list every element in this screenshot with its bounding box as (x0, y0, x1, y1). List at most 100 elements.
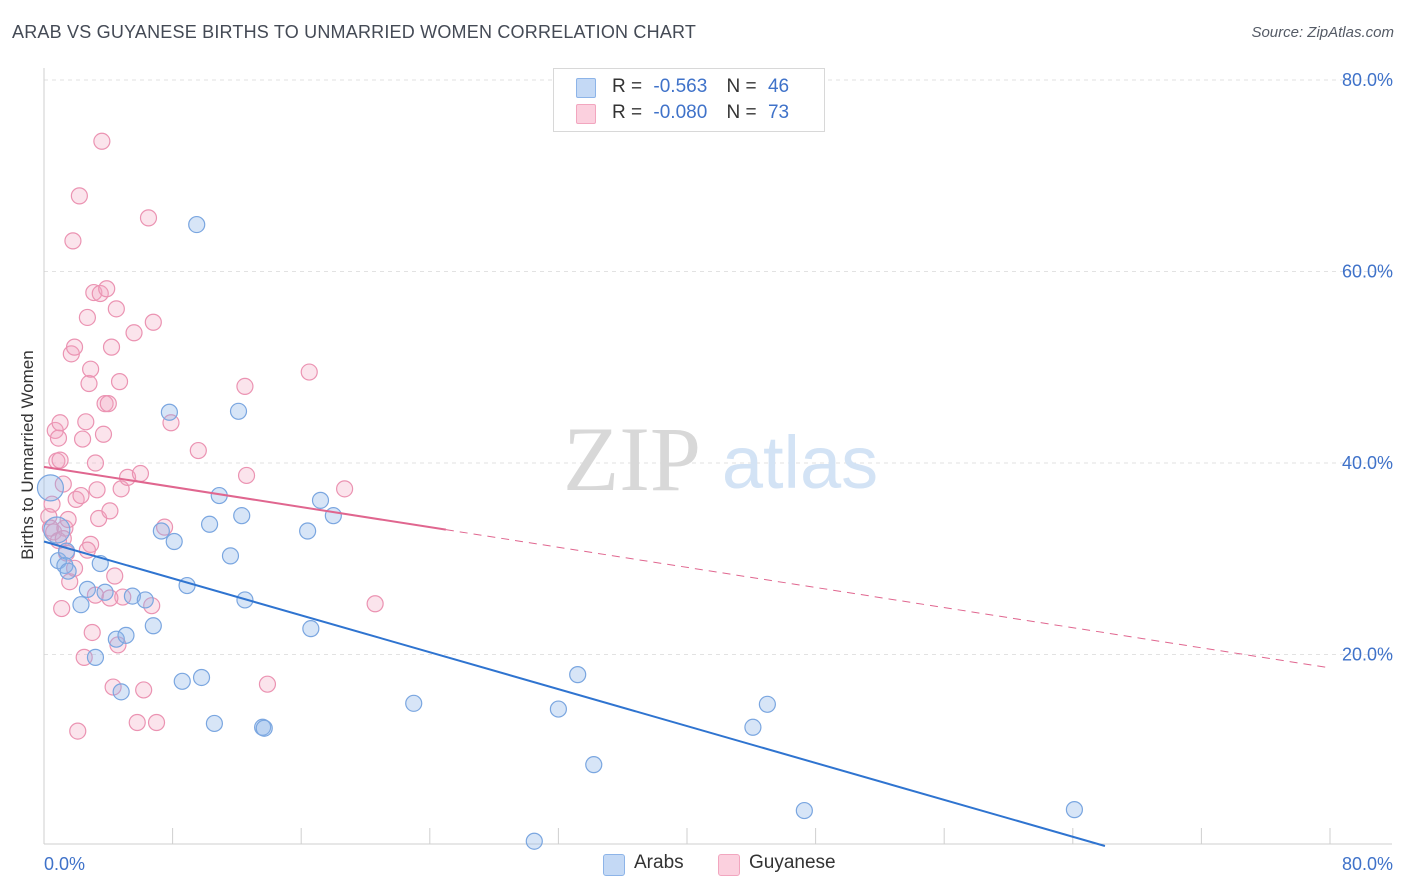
guyanese-point (98, 280, 116, 298)
legend-n-value: 46 (767, 76, 790, 97)
guyanese-point (143, 597, 161, 615)
source-label: Source: ZipAtlas.com (1251, 24, 1394, 41)
arab-point (144, 617, 162, 635)
guyanese-point (70, 187, 88, 205)
arab-point (229, 402, 248, 420)
arab-point (173, 672, 191, 690)
guyanese-point (336, 480, 354, 498)
guyanese-point (102, 338, 121, 356)
arabs-trend-line (43, 540, 1106, 847)
guyanese-point (49, 429, 68, 447)
arab-point (324, 507, 342, 525)
legend-n-label: N = (726, 102, 757, 123)
guyanese-point (64, 232, 82, 250)
guyanese-point (131, 464, 150, 483)
y-tick-label: 60.0% (1342, 262, 1393, 282)
guyanese-point (83, 623, 101, 642)
trend-lines (43, 465, 1331, 847)
guyanese-point (300, 363, 318, 381)
arab-point (311, 491, 330, 509)
guyanese-point (59, 510, 77, 529)
arab-point (299, 522, 317, 540)
guyanese-legend-swatch (718, 854, 740, 876)
arab-point (59, 562, 77, 580)
arab-point (165, 532, 183, 551)
guyanese-point (53, 599, 71, 618)
arab-point (123, 587, 142, 605)
x-tick-label: 80.0% (1342, 854, 1393, 874)
guyanese-point (82, 360, 100, 378)
legend-r-label: R = (612, 102, 643, 123)
legend-n-value: 73 (767, 102, 790, 123)
arab-point (569, 666, 587, 684)
guyanese-point (366, 595, 384, 613)
watermark-zip: ZIP (563, 408, 701, 510)
guyanese-swatch (576, 104, 596, 124)
guyanese-point (139, 209, 158, 227)
guyanese-point (258, 675, 277, 693)
arab-point (96, 583, 114, 601)
guyanese-point (85, 283, 103, 302)
y-tick-label: 40.0% (1342, 453, 1393, 473)
arab-point (188, 215, 206, 234)
legend-r-value: -0.080 (653, 102, 708, 123)
guyanese-point (73, 430, 92, 448)
arab-point (405, 694, 423, 712)
arab-points (36, 215, 1084, 850)
legend-r-label: R = (612, 76, 643, 97)
legend-r-value: -0.563 (653, 76, 708, 97)
guyanese-point (107, 300, 125, 318)
guyanese-point (147, 713, 166, 732)
guyanese-point (144, 313, 162, 331)
axes (43, 68, 1392, 845)
guyanese-point (128, 713, 146, 732)
guyanese-point (65, 338, 84, 356)
arab-point (221, 547, 240, 565)
guyanese-point (61, 573, 79, 591)
guyanese-point (93, 132, 111, 150)
guyanese-point (237, 466, 256, 485)
arab-point (117, 626, 135, 644)
arab-point (86, 648, 105, 666)
guyanese-point (78, 308, 97, 327)
arab-point (192, 668, 211, 687)
arabs-legend-swatch (603, 854, 625, 876)
guyanese-points (40, 132, 384, 740)
guyanese-point (104, 678, 122, 696)
arab-point (233, 507, 251, 525)
gridlines (44, 79, 1392, 655)
guyanese-point (110, 373, 129, 391)
arab-point (43, 516, 71, 544)
arab-point (200, 515, 219, 533)
arab-point (107, 630, 125, 648)
guyanese-point (125, 324, 143, 342)
arab-point (136, 591, 154, 609)
arab-point (795, 801, 813, 820)
guyanese-point (45, 523, 63, 541)
guyanese-point (236, 377, 254, 395)
legend-n-label: N = (726, 76, 757, 97)
arab-point (525, 832, 543, 850)
guyanese-legend-label: Guyanese (749, 852, 836, 873)
arab-point (72, 596, 90, 614)
arab-point (205, 714, 223, 733)
guyanese-point (162, 414, 180, 432)
guyanese-trend-extension (445, 529, 1331, 669)
guyanese-point (135, 681, 153, 699)
arab-point (758, 695, 776, 713)
arab-point (585, 756, 603, 774)
guyanese-point (106, 567, 124, 585)
arab-point (549, 700, 568, 718)
stats-legend: R = -0.563 N = 46 R = -0.080 N = 73 (553, 68, 825, 132)
arab-point (152, 522, 170, 540)
guyanese-point (51, 451, 69, 469)
guyanese-point (72, 486, 90, 505)
guyanese-point (189, 441, 207, 460)
arab-point (36, 474, 65, 502)
x-tick-label: 0.0% (44, 854, 85, 874)
arab-point (78, 580, 97, 598)
guyanese-point (88, 481, 106, 499)
guyanese-point (86, 454, 105, 472)
arab-point (1065, 801, 1084, 819)
